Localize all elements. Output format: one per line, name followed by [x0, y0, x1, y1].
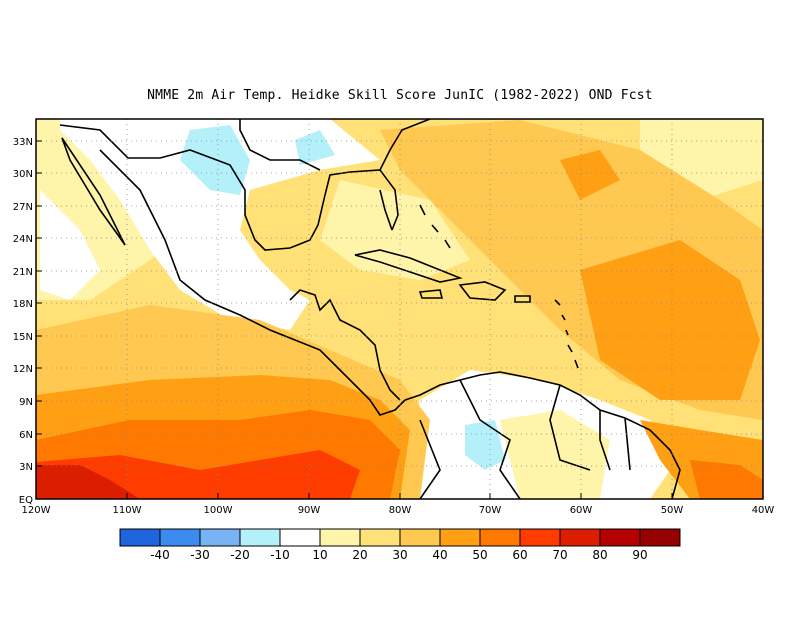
lat-label: 27N [13, 202, 33, 213]
lon-label: 90W [298, 505, 321, 516]
lon-label: 120W [22, 505, 51, 516]
lat-label: EQ [19, 495, 33, 506]
colorbar-label: -20 [230, 548, 250, 562]
lon-label: 70W [479, 505, 502, 516]
lon-label: 80W [389, 505, 412, 516]
colorbar-label: 10 [312, 548, 327, 562]
colorbar-swatch [359, 528, 401, 547]
colorbar-label: 40 [432, 548, 447, 562]
lat-label: 15N [13, 332, 33, 343]
colorbar: -40 -30 -20 -10 10 20 30 40 50 60 70 80 90 [119, 528, 681, 562]
colorbar-swatch [439, 528, 481, 547]
colorbar-label: 60 [512, 548, 527, 562]
lat-label: 6N [19, 430, 33, 441]
axis-ticks [36, 140, 673, 499]
colorbar-swatch [119, 528, 161, 547]
skill-field [36, 119, 763, 499]
lon-label: 50W [661, 505, 684, 516]
coastlines [59, 119, 681, 499]
lat-label: 24N [13, 234, 33, 245]
colorbar-swatch [279, 528, 321, 547]
colorbar-label: 50 [472, 548, 487, 562]
colorbar-swatch [639, 528, 681, 547]
chart-title: NMME 2m Air Temp. Heidke Skill Score Jun… [147, 88, 653, 103]
lon-label: 110W [113, 505, 142, 516]
colorbar-label: 90 [632, 548, 647, 562]
lat-label: 30N [13, 169, 33, 180]
colorbar-swatch [319, 528, 361, 547]
colorbar-swatch [199, 528, 241, 547]
colorbar-swatch [159, 528, 201, 547]
lon-label: 60W [570, 505, 593, 516]
colorbar-label: 80 [592, 548, 607, 562]
lon-label: 40W [752, 505, 775, 516]
colorbar-swatch [479, 528, 521, 547]
colorbar-label: 20 [352, 548, 367, 562]
lat-label: 33N [13, 137, 33, 148]
colorbar-label: 30 [392, 548, 407, 562]
colorbar-swatch [399, 528, 441, 547]
lat-labels: 33N 30N 27N 24N 21N 18N 15N 12N 9N 6N 3N… [13, 137, 33, 506]
gridlines [36, 119, 763, 499]
lat-label: 9N [19, 397, 33, 408]
colorbar-label: -30 [190, 548, 210, 562]
lat-label: 3N [19, 462, 33, 473]
colorbar-swatch [239, 528, 281, 547]
colorbar-swatch [559, 528, 601, 547]
lat-label: 21N [13, 267, 33, 278]
lat-label: 18N [13, 299, 33, 310]
colorbar-label: -10 [270, 548, 290, 562]
colorbar-swatch [599, 528, 641, 547]
colorbar-label: -40 [150, 548, 170, 562]
lon-label: 100W [204, 505, 233, 516]
lat-label: 12N [13, 364, 33, 375]
colorbar-swatch [519, 528, 561, 547]
lon-labels: 120W 110W 100W 90W 80W 70W 60W 50W 40W [22, 505, 775, 516]
colorbar-label: 70 [552, 548, 567, 562]
